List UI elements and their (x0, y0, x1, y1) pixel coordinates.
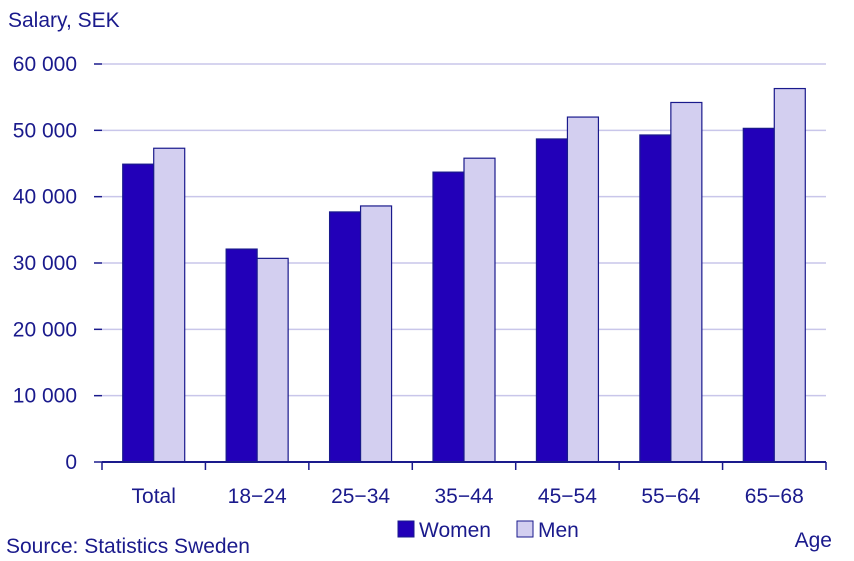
y-axis-ticks: 0 10 000 20 000 30 000 40 000 50 000 60 000 (13, 53, 102, 474)
x-tick-label: 45−54 (538, 485, 597, 508)
y-tick-label: 30 000 (13, 252, 77, 275)
bar-women-0 (122, 163, 155, 463)
y-tick-label: 20 000 (13, 318, 77, 341)
legend-label-men: Men (538, 519, 579, 542)
legend-label-women: Women (419, 519, 491, 542)
bar-men-0 (153, 147, 186, 463)
x-axis-label: Age (795, 529, 832, 552)
legend-swatch-women (397, 520, 415, 538)
bar-men-5 (670, 101, 703, 463)
x-tick-label: 55−64 (641, 485, 700, 508)
y-tick-label: 60 000 (13, 53, 77, 76)
x-tick-label: 65−68 (745, 485, 804, 508)
bar-women-1 (225, 248, 258, 463)
source-note: Source: Statistics Sweden (6, 535, 250, 558)
bar-women-2 (328, 211, 362, 463)
bar-men-6 (773, 87, 806, 463)
legend-swatch-men (516, 520, 534, 538)
bar-women-5 (639, 134, 672, 463)
bar-men-2 (359, 205, 393, 463)
y-tick-label: 40 000 (13, 186, 77, 209)
x-tick-label: 35−44 (435, 485, 494, 508)
y-tick-label: 10 000 (13, 385, 77, 408)
x-tick-label: 25−34 (331, 485, 390, 508)
x-axis-ticks: Total 18−24 25−34 35−44 45−54 55−64 65−68 (101, 462, 827, 508)
bar-men-1 (256, 257, 289, 463)
bar-men-3 (463, 157, 496, 463)
legend: Women Men (397, 519, 579, 542)
bars (122, 87, 806, 463)
bar-women-3 (432, 171, 465, 463)
x-tick-label: Total (132, 485, 176, 508)
y-tick-label: 0 (65, 451, 77, 474)
bar-women-4 (535, 138, 569, 463)
y-tick-label: 50 000 (13, 119, 77, 142)
bar-men-4 (566, 116, 600, 463)
bar-women-6 (742, 127, 775, 463)
y-axis-label: Salary, SEK (8, 9, 120, 32)
x-tick-label: 18−24 (228, 485, 287, 508)
